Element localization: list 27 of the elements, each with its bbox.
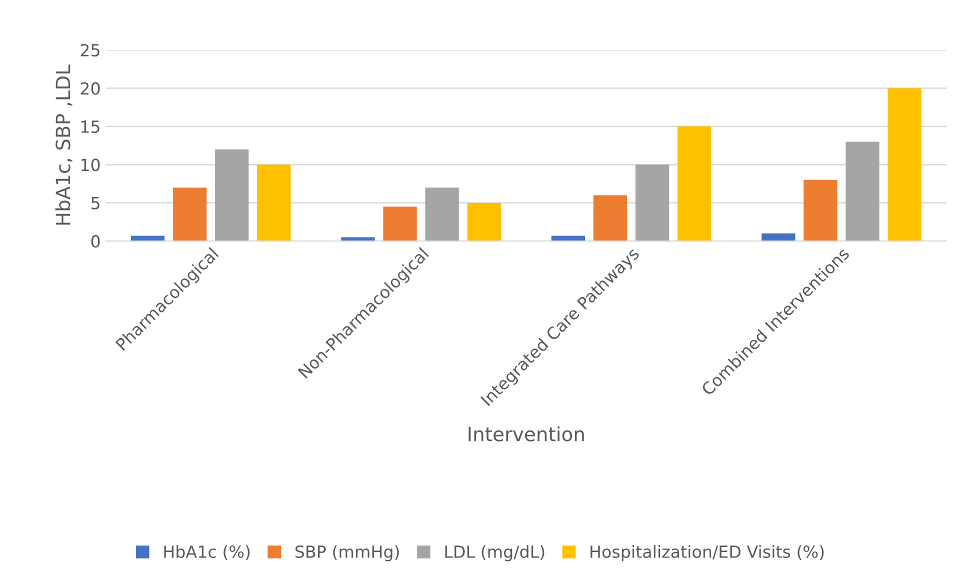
bar [635,164,670,242]
y-axis-title: HbA1c, SBP ,LDL [55,64,72,225]
bar [593,195,628,242]
bar [257,164,291,242]
legend-label: SBP (mmHg) [295,545,399,562]
x-axis-title: Intervention [468,426,584,442]
bar [888,88,922,242]
y-tick-label: 25 [80,44,100,57]
bar [846,142,880,242]
bar [467,202,501,242]
bar [762,233,796,242]
bar [130,236,165,242]
bar [172,188,207,242]
legend-label: LDL (mg/dL) [445,545,544,562]
bar [215,149,249,242]
bar [551,236,586,242]
y-tick-label: 10 [81,158,100,172]
y-tick-label: 0 [91,235,100,248]
bar [383,206,417,242]
y-tick-label: 15 [81,120,100,133]
y-tick-label: 5 [92,197,100,210]
legend-label: Hospitalization/ED Visits (%) [590,545,824,562]
y-tick-label: 20 [80,82,100,95]
bar [425,188,459,242]
bar [804,180,838,242]
bar [678,126,712,242]
legend-label: HbA1c (%) [164,545,250,560]
